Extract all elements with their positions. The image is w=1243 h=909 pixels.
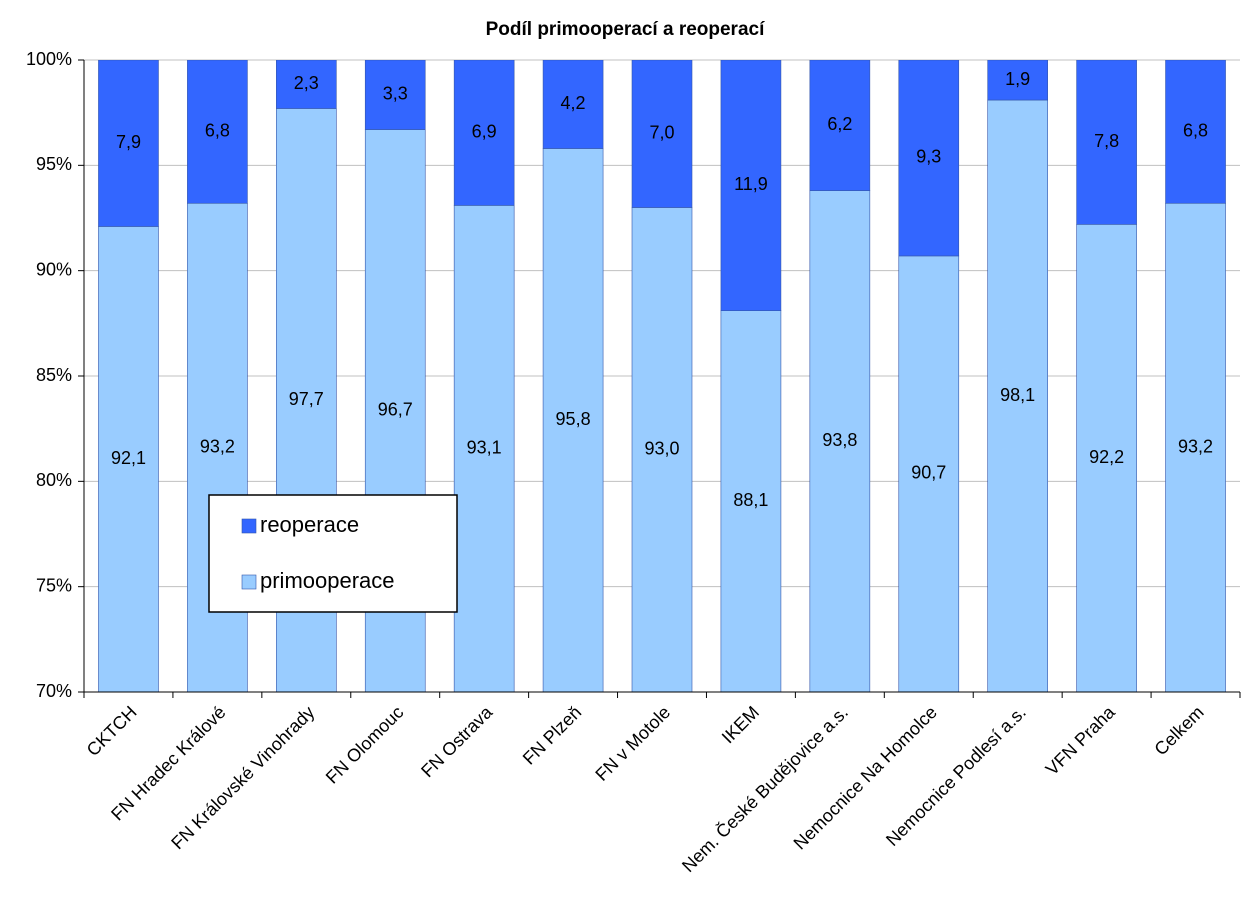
- bar-segment: [987, 60, 1048, 101]
- bar-segment: [631, 60, 693, 208]
- legend-box: [208, 494, 458, 613]
- bar-segment: [187, 60, 248, 204]
- bar-segment: [631, 207, 693, 692]
- data-label: 92,1: [111, 448, 146, 468]
- bar-segment: [453, 60, 515, 206]
- data-label: 6,8: [1183, 120, 1208, 140]
- bar-segment: [364, 60, 426, 130]
- x-tick-label: FN v Motole: [591, 702, 674, 785]
- y-tick-label: 90%: [36, 259, 72, 279]
- data-label: 4,2: [561, 93, 586, 113]
- legend-swatch: [241, 574, 257, 590]
- legend-label: reoperace: [260, 512, 359, 537]
- y-tick-label: 100%: [26, 49, 72, 69]
- data-label: 7,0: [649, 122, 674, 142]
- bar-segment: [898, 255, 960, 692]
- bar-segment: [1165, 202, 1226, 692]
- data-label: 95,8: [556, 409, 591, 429]
- x-tick-label: Celkem: [1150, 702, 1207, 759]
- x-tick-label: Nem. České Budějovice a.s.: [677, 701, 852, 876]
- y-tick-label: 85%: [36, 365, 72, 385]
- bar-segment: [1165, 60, 1226, 204]
- bar-segment: [453, 205, 515, 692]
- x-tick-label: FN Královské Vinohrady: [167, 702, 318, 853]
- y-tick-label: 70%: [36, 681, 72, 701]
- bar-segment: [898, 60, 960, 257]
- data-label: 1,9: [1005, 69, 1030, 89]
- bar-segment: [1076, 224, 1137, 692]
- data-label: 11,9: [734, 174, 768, 194]
- data-label: 98,1: [1000, 385, 1035, 405]
- x-tick-label: FN Olomouc: [322, 702, 408, 788]
- data-label: 7,8: [1094, 131, 1119, 151]
- data-label: 6,9: [472, 121, 497, 141]
- y-tick-label: 75%: [36, 575, 72, 595]
- bar-segment: [720, 60, 782, 311]
- data-label: 96,7: [378, 400, 413, 420]
- data-label: 93,1: [467, 437, 502, 457]
- bar-segment: [542, 60, 604, 149]
- data-label: 6,8: [205, 120, 230, 140]
- x-tick-label: VFN Praha: [1042, 701, 1120, 779]
- legend-swatch: [241, 518, 257, 534]
- bar-segment: [98, 60, 159, 227]
- x-tick-label: IKEM: [718, 702, 763, 747]
- data-label: 93,8: [822, 430, 857, 450]
- bar-segment: [98, 226, 159, 692]
- data-label: 93,0: [644, 438, 679, 458]
- data-label: 92,2: [1089, 447, 1124, 467]
- legend-label: primooperace: [260, 568, 395, 593]
- y-tick-label: 80%: [36, 470, 72, 490]
- bar-segment: [987, 99, 1048, 692]
- data-label: 90,7: [911, 463, 946, 483]
- data-label: 88,1: [733, 490, 768, 510]
- bar-segment: [276, 60, 337, 109]
- x-tick-label: CKTCH: [83, 702, 141, 760]
- data-label: 3,3: [383, 84, 408, 104]
- data-label: 93,2: [200, 436, 235, 456]
- chart-title: Podíl primooperací a reoperací: [486, 19, 765, 40]
- data-label: 9,3: [916, 147, 941, 167]
- x-tick-label: FN Plzeň: [519, 702, 585, 768]
- data-label: 6,2: [827, 114, 852, 134]
- data-label: 7,9: [116, 132, 141, 152]
- bar-segment: [809, 60, 871, 191]
- data-label: 93,2: [1178, 436, 1213, 456]
- y-tick-label: 95%: [36, 154, 72, 174]
- bar-segment: [809, 190, 871, 692]
- data-label: 2,3: [294, 73, 319, 93]
- x-tick-label: Nemocnice Na Homolce: [790, 702, 941, 853]
- bar-segment: [542, 148, 604, 692]
- data-label: 97,7: [289, 389, 324, 409]
- x-tick-label: FN Ostrava: [417, 701, 497, 781]
- bar-segment: [1076, 60, 1137, 225]
